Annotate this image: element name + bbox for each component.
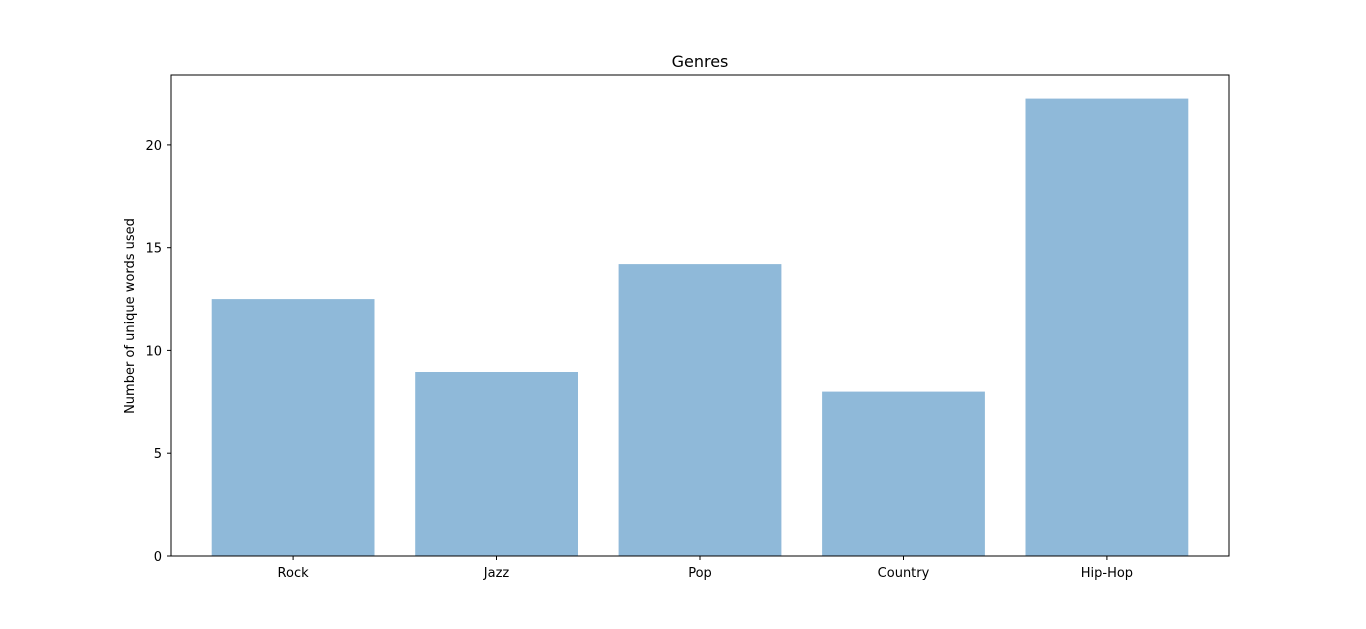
bar-country	[822, 391, 985, 556]
axes-frame	[170, 74, 1230, 557]
x-tick-label: Country	[878, 566, 930, 581]
x-ticks-group: Rock Jazz Pop Country Hip-Hop	[278, 556, 1133, 581]
bar-rock	[211, 299, 375, 556]
x-tick-label: Rock	[278, 566, 310, 581]
y-tick-label: 0	[154, 550, 162, 565]
chart-title: Genres	[672, 52, 729, 71]
y-tick-label: 5	[154, 447, 162, 462]
y-axis-label: Number of unique words used	[123, 218, 138, 414]
y-tick-label: 15	[145, 242, 162, 257]
x-tick-label: Hip-Hop	[1081, 566, 1133, 581]
y-tick-label: 10	[145, 344, 162, 359]
bar-hip-hop	[1025, 98, 1189, 556]
x-tick-label: Pop	[688, 566, 712, 581]
bars-group	[211, 98, 1189, 556]
bar-pop	[618, 264, 782, 556]
bar-jazz	[415, 372, 578, 556]
y-ticks-group: 0 5 10 15 20	[145, 139, 171, 565]
x-tick-label: Jazz	[483, 566, 510, 581]
y-tick-label: 20	[145, 139, 162, 154]
